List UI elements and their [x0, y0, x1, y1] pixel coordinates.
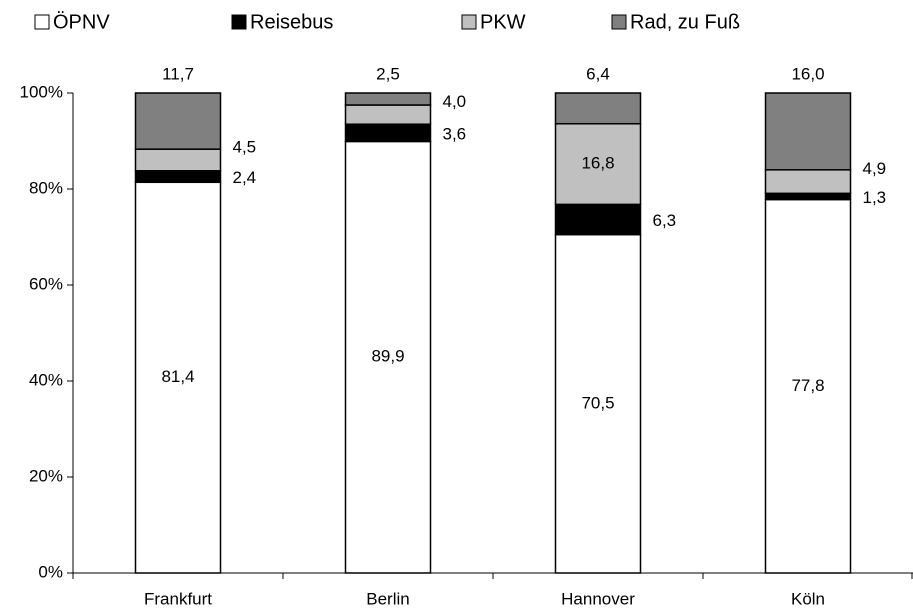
value-label: 3,6 — [443, 124, 467, 143]
legend-label: PKW — [480, 11, 526, 33]
y-tick-label: 80% — [29, 178, 63, 197]
value-label: 6,3 — [653, 211, 677, 230]
bar-segment — [134, 170, 222, 184]
x-tick-label: Frankfurt — [144, 589, 212, 608]
bar-segment — [344, 140, 432, 574]
y-tick-label: 0% — [38, 562, 63, 581]
bar-segment — [554, 203, 642, 236]
value-label: 11,7 — [162, 64, 194, 83]
legend-swatch — [34, 14, 50, 30]
bar-segment — [764, 192, 852, 201]
x-tick-label: Köln — [791, 589, 825, 608]
y-tick-label: 20% — [29, 466, 63, 485]
x-tick-label: Hannover — [561, 589, 635, 608]
legend-swatch — [461, 14, 477, 30]
value-label: 1,3 — [863, 188, 887, 207]
bar-segment — [764, 92, 852, 171]
value-label: 4,9 — [863, 159, 887, 178]
bar-segment — [764, 169, 852, 195]
bar-segment — [344, 92, 432, 106]
value-label: 81,4 — [161, 367, 194, 386]
bar-segment — [344, 123, 432, 143]
bar-segment — [764, 198, 852, 574]
legend-swatch — [611, 14, 627, 30]
value-label: 16,0 — [791, 64, 824, 83]
value-label: 2,5 — [376, 64, 400, 83]
legend-label: ÖPNV — [53, 11, 110, 33]
bar-segment — [554, 92, 642, 125]
value-label: 4,0 — [443, 92, 467, 111]
value-label: 2,4 — [233, 168, 257, 187]
y-tick-label: 40% — [29, 370, 63, 389]
bar-segment — [134, 181, 222, 574]
y-tick-label: 100% — [20, 82, 63, 101]
x-tick-label: Berlin — [366, 589, 409, 608]
value-label: 89,9 — [371, 347, 404, 366]
legend-label: Rad, zu Fuß — [630, 11, 740, 33]
value-label: 16,8 — [581, 154, 614, 173]
value-label: 77,8 — [791, 376, 824, 395]
bar-segment — [134, 92, 222, 150]
y-tick-label: 60% — [29, 274, 63, 293]
bar-segment — [554, 233, 642, 574]
value-label: 70,5 — [581, 393, 614, 412]
legend-swatch — [231, 14, 247, 30]
legend-label: Reisebus — [250, 11, 333, 33]
value-label: 6,4 — [586, 64, 610, 83]
bar-segment — [554, 122, 642, 206]
bar-segment — [134, 148, 222, 172]
value-label: 4,5 — [233, 137, 257, 156]
bar-segment — [344, 104, 432, 125]
